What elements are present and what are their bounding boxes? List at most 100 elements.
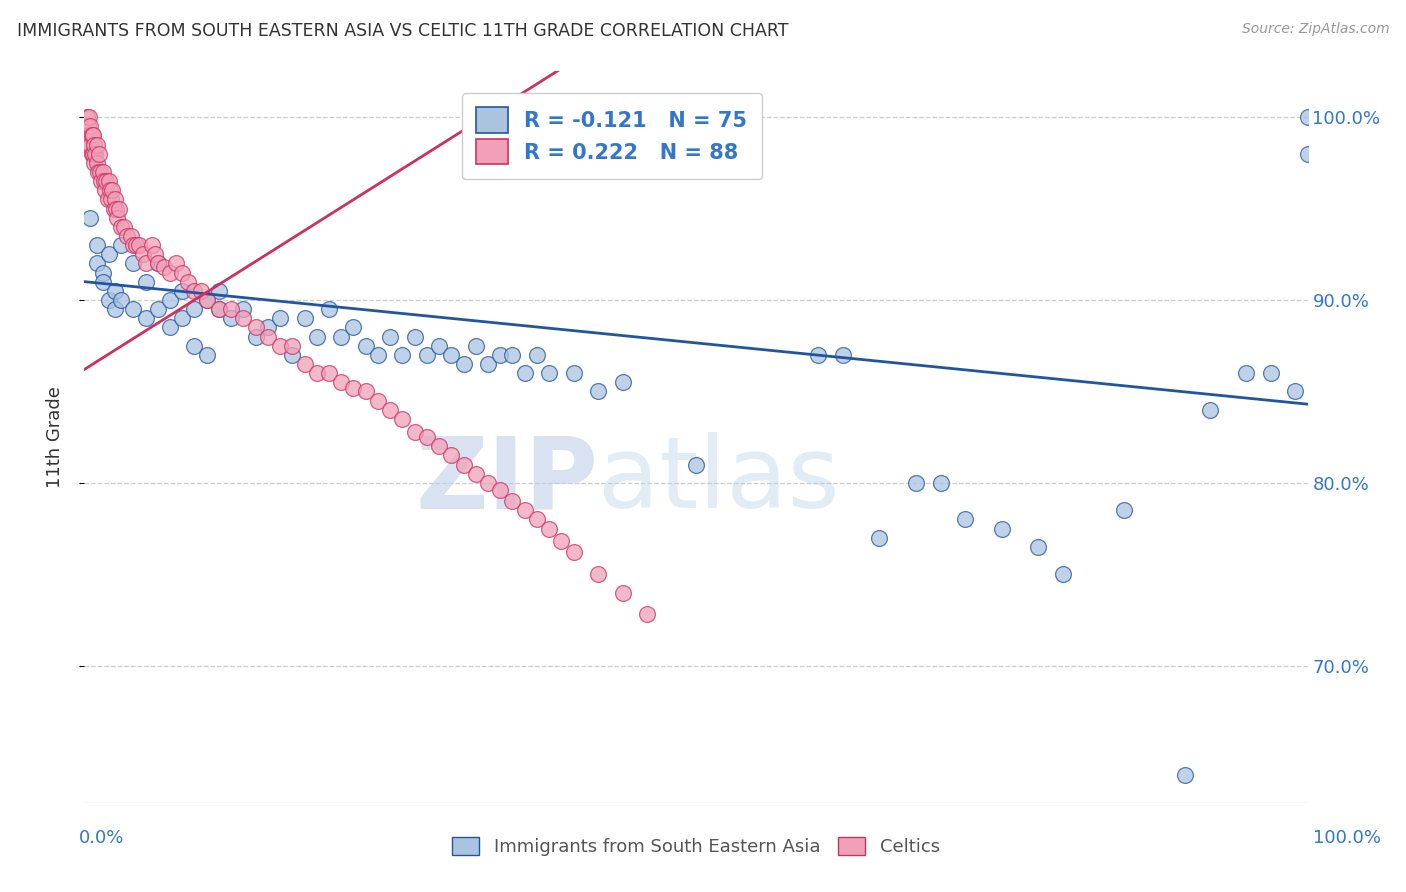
Point (98, 183, 121, 197)
Point (79, 137, 101, 152)
Point (440, 448, 463, 462)
Point (159, 320, 181, 334)
Point (135, 311, 157, 326)
Point (477, 357, 499, 371)
Point (122, 238, 145, 252)
Point (1236, 366, 1258, 380)
Point (79, 211, 101, 225)
Point (105, 211, 128, 225)
Point (305, 366, 328, 380)
Point (183, 338, 205, 352)
Point (128, 238, 150, 252)
Point (807, 348, 830, 362)
Point (391, 348, 413, 362)
Point (153, 260, 176, 274)
Point (104, 284, 127, 298)
Point (562, 545, 585, 559)
Point (146, 256, 169, 270)
Point (416, 430, 439, 444)
Point (190, 284, 212, 298)
Point (125, 238, 148, 252)
Point (342, 381, 364, 395)
Point (1114, 503, 1136, 517)
Point (87, 165, 110, 179)
Point (513, 366, 536, 380)
Point (1296, 146, 1319, 161)
Point (1028, 540, 1050, 554)
Point (1296, 110, 1319, 124)
Point (165, 256, 187, 270)
Point (586, 384, 609, 399)
Point (172, 265, 194, 279)
Point (97, 192, 120, 206)
Point (245, 320, 267, 334)
Point (86, 137, 108, 152)
Point (93, 174, 115, 188)
Point (404, 329, 426, 343)
Point (97, 293, 120, 307)
Point (110, 219, 132, 234)
Point (100, 192, 122, 206)
Point (1198, 402, 1220, 417)
Point (269, 338, 291, 352)
Point (550, 534, 572, 549)
Point (453, 357, 475, 371)
Point (477, 475, 499, 490)
Point (380, 402, 402, 417)
Point (110, 293, 132, 307)
Point (281, 348, 304, 362)
Point (90, 174, 112, 188)
Point (183, 301, 205, 316)
Point (86, 155, 108, 169)
Text: Source: ZipAtlas.com: Source: ZipAtlas.com (1241, 22, 1389, 37)
Point (83, 155, 105, 169)
Point (305, 329, 328, 343)
Point (489, 348, 512, 362)
Point (104, 192, 127, 206)
Point (330, 375, 353, 389)
Point (115, 228, 138, 243)
Point (172, 311, 194, 326)
Point (80, 128, 103, 143)
Point (1284, 384, 1306, 399)
Point (1260, 366, 1282, 380)
Point (183, 284, 205, 298)
Point (538, 521, 561, 535)
Point (905, 475, 928, 490)
Point (953, 512, 976, 526)
Point (318, 301, 340, 316)
Point (122, 256, 145, 270)
Point (208, 301, 231, 316)
Point (110, 238, 132, 252)
Point (354, 384, 377, 399)
Point (84, 146, 107, 161)
Text: atlas: atlas (598, 433, 839, 530)
Point (91, 265, 114, 279)
Point (330, 329, 353, 343)
Point (1052, 567, 1074, 582)
Point (342, 320, 364, 334)
Point (80, 146, 103, 161)
Point (195, 293, 218, 307)
Point (869, 531, 891, 545)
Point (367, 348, 389, 362)
Point (122, 301, 145, 316)
Point (77, 128, 100, 143)
Point (427, 439, 450, 453)
Point (427, 338, 450, 352)
Point (77, 110, 100, 124)
Point (143, 247, 166, 261)
Point (464, 467, 486, 481)
Point (404, 425, 426, 439)
Point (232, 311, 254, 326)
Point (132, 247, 155, 261)
Point (367, 393, 389, 408)
Point (257, 329, 280, 343)
Y-axis label: 11th Grade: 11th Grade (45, 386, 63, 488)
Point (135, 275, 157, 289)
Point (101, 183, 124, 197)
Point (526, 512, 548, 526)
Point (219, 311, 242, 326)
Point (172, 284, 194, 298)
Point (195, 293, 218, 307)
